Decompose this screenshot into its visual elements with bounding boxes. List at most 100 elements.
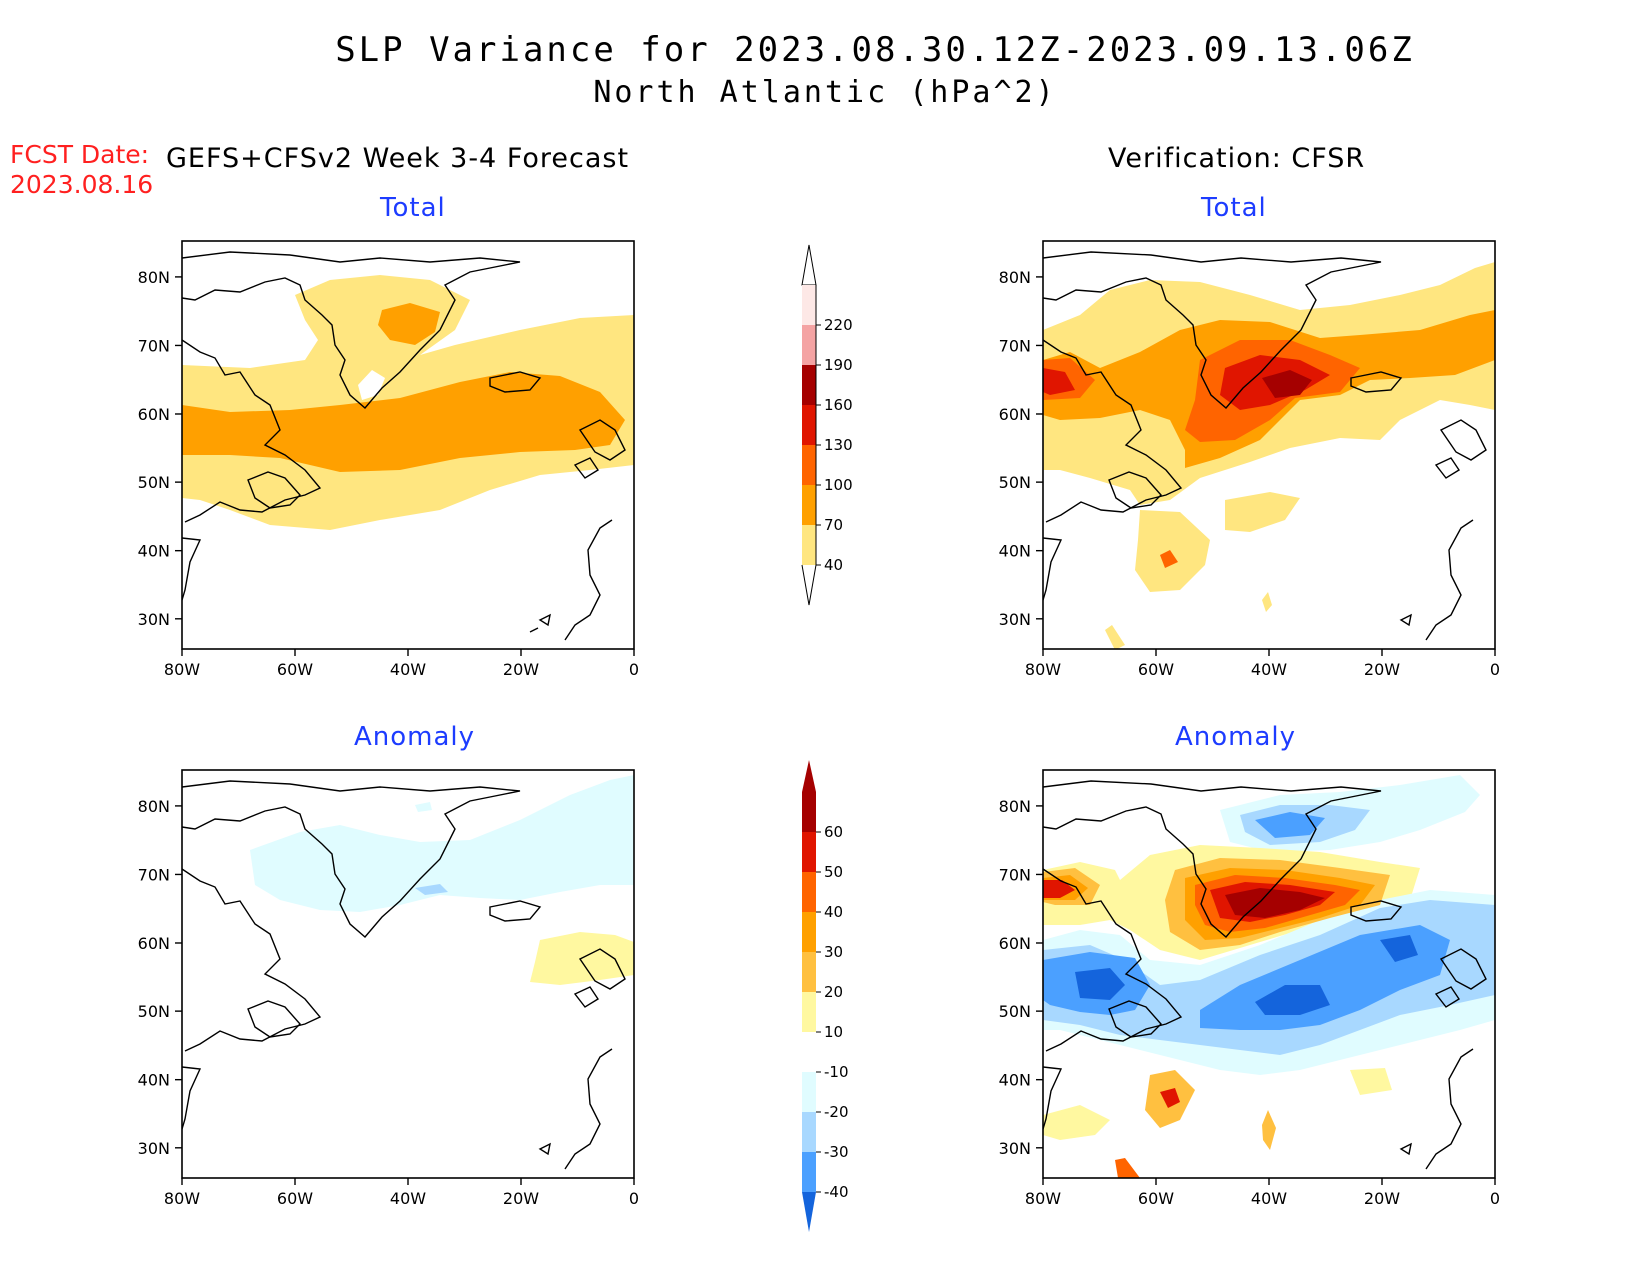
- variance-white-gap: [358, 370, 385, 400]
- forecast-anomaly-coastlines: [182, 780, 626, 1170]
- colorbar-swatch: [802, 1152, 816, 1192]
- lon-tick-label: 60W: [277, 660, 313, 679]
- colorbar-swatch: [802, 912, 816, 952]
- colorbar-top-arrow: [802, 760, 816, 792]
- anomaly-pos10-main: [1043, 845, 1420, 960]
- variance-40-70-contour: [182, 275, 634, 530]
- colorbar-label: 220: [824, 316, 853, 334]
- fcst-date-caption: FCST Date:: [10, 140, 150, 169]
- lat-tick-label: 50N: [999, 473, 1031, 492]
- verification-total-map: [1043, 262, 1495, 649]
- colorbar-label: 100: [824, 476, 853, 494]
- lon-tick-label: 80W: [1025, 1189, 1061, 1208]
- anomaly-pos-south1: [1145, 1070, 1195, 1128]
- colorbar-swatch: [802, 1032, 816, 1072]
- colorbar-bottom-arrow: [802, 1192, 816, 1232]
- lon-tick-label: 0: [1490, 1189, 1500, 1208]
- anomaly-pos60-main: [1225, 888, 1325, 918]
- colorbar-swatch: [802, 992, 816, 1032]
- lat-tick-label: 60N: [999, 934, 1031, 953]
- lat-tick-label: 50N: [999, 1002, 1031, 1021]
- colorbar-label: 20: [824, 983, 843, 1001]
- lon-tick-label: 20W: [1364, 1189, 1400, 1208]
- colorbar-label: -40: [824, 1183, 849, 1201]
- anomaly-neg20-north: [1240, 805, 1370, 845]
- figure-title: SLP Variance for 2023.08.30.12Z-2023.09.…: [335, 30, 1415, 70]
- anomaly-pos30-west: [1043, 875, 1088, 900]
- lat-tick-label: 70N: [999, 865, 1031, 884]
- lat-tick-label: 30N: [999, 1139, 1031, 1158]
- anomaly-colorbar: 60 50 40 30 20 10 -10 -20 -30 -40: [802, 760, 849, 1232]
- colorbar-label: 70: [824, 516, 843, 534]
- verification-anomaly-map: [1043, 775, 1495, 1178]
- anomaly-neg10-band: [1043, 890, 1495, 1075]
- variance-40-70-south: [1135, 510, 1210, 592]
- colorbar-swatch: [802, 1072, 816, 1112]
- verification-anomaly-frame: [1042, 769, 1496, 1179]
- anomaly-pos50-main: [1210, 882, 1335, 922]
- colorbar-label: 130: [824, 436, 853, 454]
- lat-tick-label: 30N: [138, 1139, 170, 1158]
- total-colorbar: 220 190 160 130 100 70 40: [801, 244, 853, 606]
- colorbar-swatch: [802, 952, 816, 992]
- colorbar-swatch: [802, 365, 816, 405]
- lat-tick-label: 40N: [138, 1071, 170, 1090]
- anomaly-pos20-main: [1165, 858, 1390, 950]
- colorbar-label: 190: [824, 356, 853, 374]
- colorbar-swatch: [802, 405, 816, 445]
- lon-tick-label: 20W: [503, 660, 539, 679]
- lon-tick-label: 60W: [1138, 1189, 1174, 1208]
- lat-tick-label: 80N: [999, 268, 1031, 287]
- colorbar-label: 30: [824, 943, 843, 961]
- anomaly-pos10-west: [1043, 862, 1130, 915]
- variance-70-100-contour: [1043, 310, 1495, 468]
- colorbar-swatch: [802, 1112, 816, 1152]
- variance-100-130-contour: [1043, 340, 1360, 442]
- lon-tick-label: 60W: [1138, 660, 1174, 679]
- colorbar-swatch: [802, 485, 816, 525]
- colorbar-label: -10: [824, 1063, 849, 1081]
- anomaly-pos-south1-core: [1160, 1088, 1180, 1108]
- colorbar-top-arrow: [801, 244, 817, 286]
- colorbar-label: 60: [824, 823, 843, 841]
- lon-tick-label: 40W: [390, 1189, 426, 1208]
- lat-tick-label: 60N: [138, 405, 170, 424]
- lon-tick-label: 40W: [1251, 660, 1287, 679]
- colorbar-label: 40: [824, 556, 843, 574]
- verification-column-heading: Verification: CFSR: [1108, 143, 1366, 174]
- anomaly-neg10-contour: [250, 775, 634, 912]
- forecast-total-frame: [181, 240, 635, 650]
- lat-tick-label: 30N: [999, 610, 1031, 629]
- forecast-total-title: Total: [380, 193, 446, 223]
- verification-anomaly-title: Anomaly: [1175, 722, 1297, 752]
- forecast-date-label: FCST Date: 2023.08.16: [10, 140, 153, 200]
- anomaly-pos40-main: [1195, 875, 1360, 932]
- lon-tick-label: 40W: [1251, 1189, 1287, 1208]
- variance-40-70-south2: [1105, 592, 1272, 649]
- lon-tick-label: 80W: [164, 660, 200, 679]
- anomaly-neg10-island: [415, 802, 432, 812]
- lat-tick-label: 80N: [138, 268, 170, 287]
- variance-160-190-contour: [1262, 370, 1312, 398]
- lon-tick-label: 80W: [164, 1189, 200, 1208]
- colorbar-swatch: [802, 872, 816, 912]
- anomaly-pos50-west: [1043, 880, 1075, 898]
- forecast-anomaly-frame: [181, 769, 635, 1179]
- colorbar-label: 50: [824, 863, 843, 881]
- colorbar-label: 160: [824, 396, 853, 414]
- colorbar-label: 40: [824, 903, 843, 921]
- anomaly-pos10-contour: [530, 932, 634, 985]
- anomaly-pos-south3: [1115, 1158, 1140, 1178]
- anomaly-neg40-band: [1075, 935, 1418, 1015]
- colorbar-swatch: [802, 525, 816, 565]
- lat-tick-label: 40N: [999, 1071, 1031, 1090]
- lon-tick-label: 40W: [390, 660, 426, 679]
- forecast-total-map: [182, 275, 634, 530]
- variance-100-130-south: [1160, 550, 1178, 568]
- anomaly-pos30-main: [1185, 868, 1375, 940]
- variance-70-100-contour: [182, 372, 625, 472]
- anomaly-pos-sw: [1043, 1105, 1110, 1140]
- colorbar-label: -30: [824, 1143, 849, 1161]
- variance-130-160-contour: [1043, 355, 1330, 410]
